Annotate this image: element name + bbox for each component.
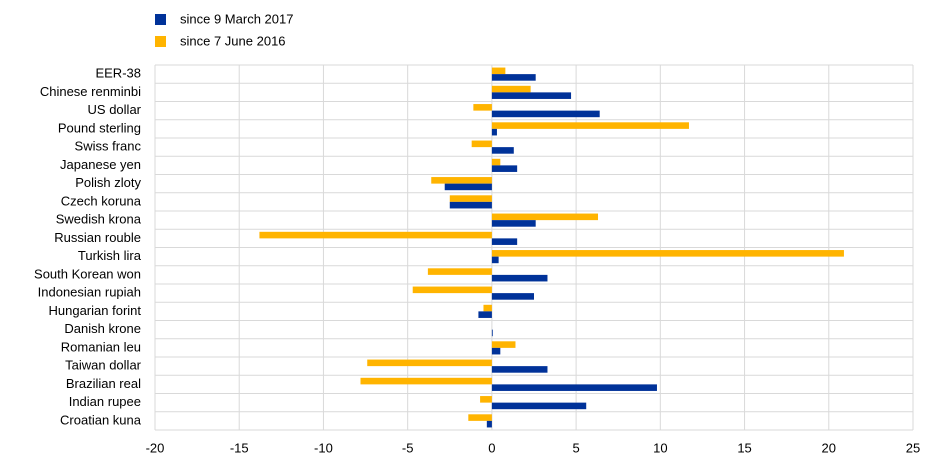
bar — [491, 92, 572, 99]
bar — [449, 195, 492, 202]
bar — [427, 268, 492, 275]
x-tick-label: 10 — [653, 440, 667, 455]
y-tick-label: Romanian leu — [61, 339, 141, 354]
legend-label: since 9 March 2017 — [180, 11, 293, 26]
x-tick-label: 25 — [906, 440, 920, 455]
x-tick-label: 5 — [572, 440, 579, 455]
bar — [412, 286, 492, 294]
x-tick-label: 15 — [737, 440, 751, 455]
legend-swatch — [155, 14, 166, 25]
bar — [468, 414, 492, 421]
x-tick-label: -10 — [314, 440, 333, 455]
bar — [491, 85, 531, 93]
bar — [491, 213, 599, 221]
bar — [431, 177, 492, 184]
bar — [491, 256, 499, 264]
bar — [473, 104, 492, 111]
y-tick-label: Japanese yen — [60, 157, 141, 172]
bar — [491, 110, 600, 118]
y-tick-label: Czech koruna — [61, 193, 142, 208]
bar — [486, 420, 492, 428]
y-tick-label: Hungarian forint — [49, 303, 142, 318]
bar — [444, 183, 492, 191]
y-tick-label: Turkish lira — [78, 248, 142, 263]
y-tick-label: Brazilian real — [66, 376, 141, 391]
bar — [480, 396, 492, 403]
y-tick-label: Pound sterling — [58, 120, 141, 135]
y-tick-label: Chinese renminbi — [40, 84, 141, 99]
bar — [367, 359, 492, 367]
bar — [491, 238, 518, 245]
y-tick-label: EER-38 — [95, 66, 141, 81]
bar — [491, 402, 587, 410]
y-tick-label: Taiwan dollar — [65, 358, 142, 373]
y-tick-label: US dollar — [88, 102, 142, 117]
bar — [471, 140, 492, 148]
bar — [491, 165, 518, 172]
y-tick-label: Danish krone — [64, 321, 141, 336]
bar — [491, 366, 548, 373]
bar — [491, 67, 506, 75]
bar — [491, 329, 493, 337]
y-tick-label: Swedish krona — [56, 212, 142, 227]
y-tick-label: Indian rupee — [69, 394, 141, 409]
bar — [491, 274, 548, 282]
bar — [491, 147, 514, 154]
bar — [360, 377, 492, 385]
bar — [491, 128, 497, 136]
y-tick-label: Swiss franc — [75, 139, 142, 154]
x-tick-label: 0 — [488, 440, 495, 455]
y-tick-label: Croatian kuna — [60, 412, 142, 427]
bar — [478, 311, 492, 318]
bar — [491, 341, 516, 348]
x-tick-label: -5 — [402, 440, 414, 455]
x-tick-label: 20 — [822, 440, 836, 455]
bar — [259, 231, 492, 239]
legend-label: since 7 June 2016 — [180, 33, 286, 48]
y-tick-label: South Korean won — [34, 266, 141, 281]
bar — [491, 384, 657, 391]
bar — [449, 201, 492, 209]
y-tick-label: Russian rouble — [54, 230, 141, 245]
y-tick-label: Indonesian rupiah — [38, 285, 141, 300]
bar — [483, 304, 492, 312]
bar — [491, 122, 689, 129]
legend-swatch — [155, 36, 166, 47]
bar — [491, 250, 844, 257]
x-tick-label: -20 — [146, 440, 165, 455]
bar — [491, 220, 536, 227]
x-tick-label: -15 — [230, 440, 249, 455]
bar — [491, 158, 501, 166]
y-tick-label: Polish zloty — [75, 175, 141, 190]
bar — [491, 74, 536, 81]
bar — [491, 347, 501, 355]
bar — [491, 293, 534, 300]
